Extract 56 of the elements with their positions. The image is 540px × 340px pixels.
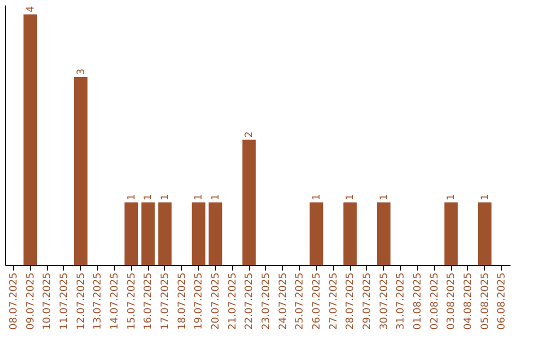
bar: [158, 202, 172, 265]
bar: [24, 14, 37, 265]
x-tick-label: 19.07.2025: [194, 272, 205, 330]
x-tick-label: 25.07.2025: [294, 272, 306, 330]
x-tick-label: 17.07.2025: [160, 272, 171, 330]
data-label: 1: [160, 194, 171, 200]
x-tick-label: 04.08.2025: [462, 272, 474, 330]
data-label: 2: [244, 131, 256, 138]
x-tick-label: 05.08.2025: [480, 272, 491, 330]
x-tick-label: 10.07.2025: [42, 272, 54, 330]
x-tick-label: 30.07.2025: [378, 272, 390, 330]
x-tick-label: 09.07.2025: [25, 272, 36, 330]
x-tick-label: 12.07.2025: [76, 272, 87, 330]
data-label: 1: [311, 194, 322, 200]
bar: [444, 202, 458, 265]
x-tick-label: 02.08.2025: [429, 272, 440, 330]
bar: [74, 77, 88, 265]
x-tick-label: 01.08.2025: [412, 272, 424, 330]
data-label: 1: [378, 194, 390, 200]
x-tick-label: 26.07.2025: [311, 272, 322, 330]
x-tick-label: 16.07.2025: [143, 272, 154, 330]
bar: [141, 202, 155, 265]
x-tick-label: 13.07.2025: [92, 272, 104, 330]
data-label: 1: [143, 194, 154, 200]
x-tick-label: 27.07.2025: [328, 272, 340, 330]
data-label: 3: [76, 68, 87, 76]
x-tick-label: 18.07.2025: [176, 272, 188, 330]
x-tick-label: 06.08.2025: [496, 272, 508, 330]
x-tick-label: 15.07.2025: [126, 272, 138, 330]
bar: [208, 202, 222, 265]
x-tick-label: 31.07.2025: [396, 272, 407, 330]
bar: [242, 140, 256, 265]
bar: [310, 202, 324, 265]
data-label: 1: [446, 194, 458, 200]
x-tick-label: 11.07.2025: [58, 272, 70, 330]
x-tick-label: 28.07.2025: [345, 272, 356, 330]
x-tick-label: 20.07.2025: [210, 272, 222, 330]
x-tick-label: 14.07.2025: [109, 272, 120, 330]
data-label: 1: [194, 194, 205, 200]
data-label: 4: [25, 6, 36, 12]
x-tick-label: 23.07.2025: [260, 272, 272, 330]
data-label: 1: [480, 194, 491, 200]
data-label: 1: [210, 194, 222, 200]
bar: [192, 202, 206, 265]
x-tick-label: 24.07.2025: [278, 272, 289, 330]
data-label: 1: [345, 194, 356, 200]
x-tick-label: 08.07.2025: [8, 272, 20, 330]
bar: [124, 202, 138, 265]
bar: [377, 202, 390, 265]
x-tick-label: 21.07.2025: [227, 272, 238, 330]
data-label: 1: [126, 194, 138, 200]
x-tick-label: 29.07.2025: [362, 272, 373, 330]
x-tick-label: 03.08.2025: [446, 272, 458, 330]
bar: [478, 202, 492, 265]
bar: [343, 202, 357, 265]
x-tick-label: 22.07.2025: [244, 272, 256, 330]
